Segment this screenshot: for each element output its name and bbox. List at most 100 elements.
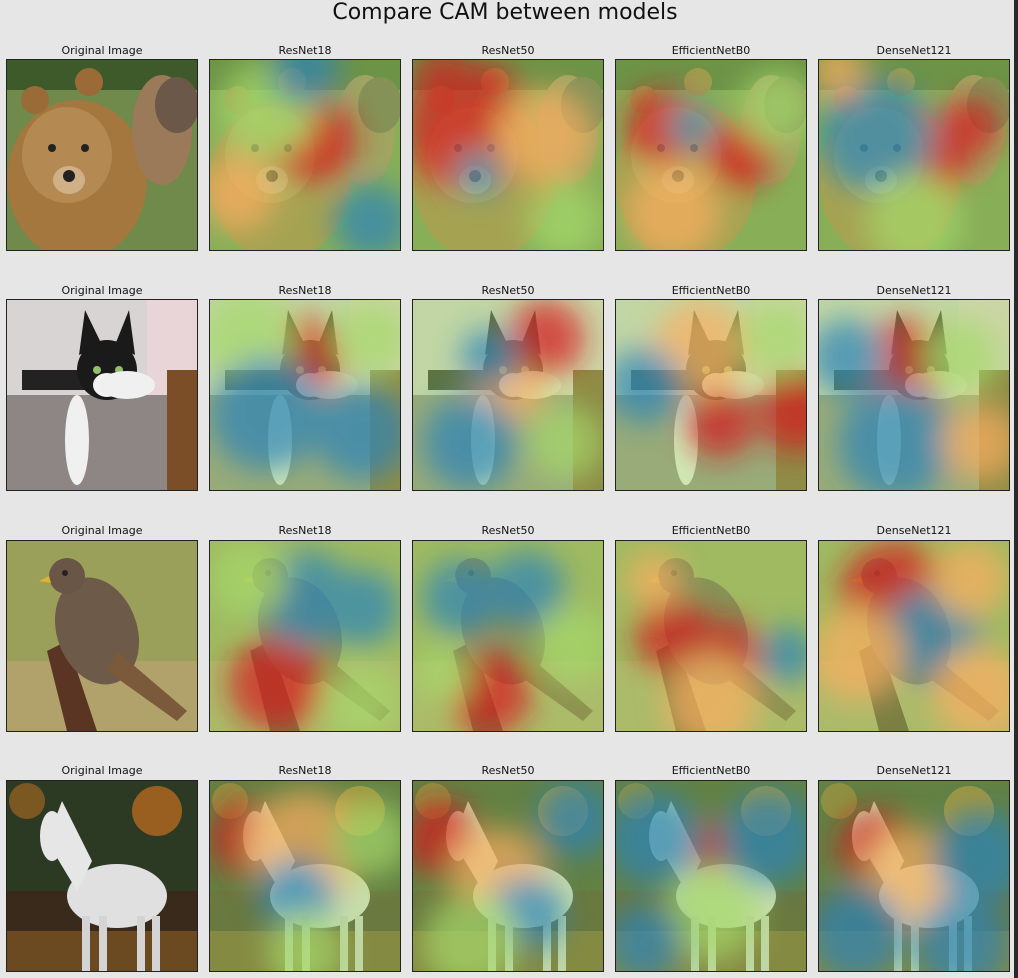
panel-title-horse-resnet50: ResNet50 [481,764,535,777]
cam-blob-cool [616,904,683,971]
panel-title-bear-efficientnetb0: EfficientNetB0 [671,44,751,57]
cam-blob-cool [314,385,400,481]
cam-blobs [819,60,1000,250]
cam-blob-mid [923,319,1000,395]
cam-blob-warm [819,60,867,98]
panel-cat-resnet18 [209,299,401,491]
panel-title-cat-densenet121: DenseNet121 [876,284,952,297]
panel-title-cat-original-image: Original Image [61,284,143,297]
panel-title-bird-resnet18: ResNet18 [278,524,332,537]
cam-blob-cool [333,183,400,250]
cam-blob-warm [625,550,683,608]
cam-blobs [616,790,806,971]
panel-cat-resnet50 [412,299,604,491]
cam-blob-cool [210,357,324,471]
cam-blobs [625,69,806,250]
cam-blob-hot [508,300,584,376]
panel-horse-resnet18 [209,780,401,972]
panel-bird-densenet121 [818,540,1010,732]
cam-blobs [819,809,1009,971]
panel-title-bear-densenet121: DenseNet121 [876,44,952,57]
cam-heatmap-bear [616,60,806,250]
cam-blob-mid [422,895,518,971]
panel-title-bird-original-image: Original Image [61,524,143,537]
panel-title-bird-densenet121: DenseNet121 [876,524,952,537]
panel-title-bird-resnet50: ResNet50 [481,524,535,537]
panel-bird-resnet18 [209,540,401,732]
cam-heatmap-cat [413,300,603,490]
scene-horse [7,781,197,971]
panel-title-cat-resnet18: ResNet18 [278,284,332,297]
panel-cat-original-image [6,299,198,491]
panel-title-bird-efficientnetb0: EfficientNetB0 [671,524,751,537]
cam-blob-cool [819,79,933,193]
cam-blobs [625,550,806,731]
cam-blob-mid [527,404,603,481]
cam-heatmap-bird [413,541,603,731]
panel-bear-original-image [6,59,198,251]
cam-blob-warm [663,655,759,731]
cam-blob-cool [838,385,952,490]
cam-blob-hot [413,60,470,108]
cam-blob-warm [933,645,1009,731]
panel-title-cat-resnet50: ResNet50 [481,284,535,297]
cam-blob-hot [942,98,1000,155]
cam-blob-hot [758,376,806,452]
cam-blob-mid [866,174,962,250]
cam-blob-warm [933,541,1009,617]
cam-blob-mid [739,300,806,376]
cam-blob-cool [819,885,905,971]
photo-horse [7,781,197,971]
panel-bird-original-image [6,540,198,732]
cam-blob-mid [267,914,343,971]
cam-blobs [616,300,806,458]
cam-heatmap-horse [413,781,603,971]
cam-blob-cool [669,103,715,150]
cam-blob-cool [324,569,400,646]
cam-blob-cool [720,790,806,886]
cam-blob-cool [257,857,334,933]
cam-heatmap-cat [616,300,806,490]
panel-title-cat-efficientnetb0: EfficientNetB0 [671,284,751,297]
panel-title-bear-resnet50: ResNet50 [481,44,535,57]
cam-blobs [819,541,1009,731]
cam-blob-warm [819,607,905,703]
cam-heatmap-bear [210,60,400,250]
photo-bear [7,60,197,250]
cam-blob-cool [819,319,886,395]
cam-blob-cool [460,328,518,386]
cam-blob-warm [210,155,277,231]
cam-blob-mid [527,183,603,250]
panel-title-bear-original-image: Original Image [61,44,143,57]
panel-title-horse-efficientnetb0: EfficientNetB0 [671,764,751,777]
cam-blobs [819,319,1009,490]
cam-heatmap-cat [210,300,400,490]
cam-blob-mid [663,866,759,962]
panel-bear-densenet121 [818,59,1010,251]
panel-bear-resnet50 [412,59,604,251]
cam-blob-warm [625,164,721,250]
cam-blobs [210,60,400,250]
cam-heatmap-bird [616,541,806,731]
cam-blob-cool [456,151,503,197]
cam-blob-mid [739,69,806,146]
cam-blob-cool [758,626,806,684]
cam-blob-mid [210,541,286,617]
cam-blob-cool [422,560,499,636]
panel-bear-resnet18 [209,59,401,251]
cam-blobs [422,300,603,490]
panel-title-horse-original-image: Original Image [61,764,143,777]
cam-heatmap-bear [819,60,1009,250]
photo-bird [7,541,197,731]
photo-cat [7,300,197,490]
cam-heatmap-bear [413,60,603,250]
cam-blob-mid [324,664,400,731]
cam-blob-mid [413,645,470,703]
panel-horse-efficientnetb0 [615,780,807,972]
cam-heatmap-bird [210,541,400,731]
panel-horse-original-image [6,780,198,972]
cam-heatmap-bird [819,541,1009,731]
cam-blobs [413,550,603,731]
panel-bird-efficientnetb0 [615,540,807,732]
